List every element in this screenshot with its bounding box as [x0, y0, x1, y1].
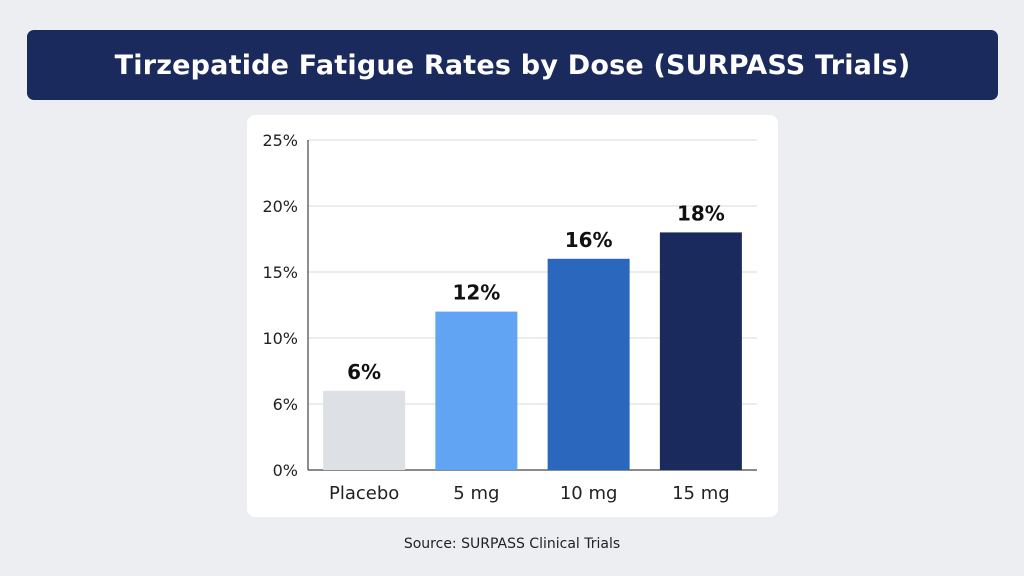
data-label: 6%: [347, 360, 381, 384]
y-tick-label: 6%: [273, 395, 298, 414]
chart-title: Tirzepatide Fatigue Rates by Dose (SURPA…: [114, 49, 911, 81]
title-banner: Tirzepatide Fatigue Rates by Dose (SURPA…: [27, 30, 998, 100]
chart-card: 0% 6% 10% 15% 20% 25% 6% Placebo 12% 5 mg 16% 10 mg…: [247, 115, 778, 517]
data-label: 16%: [565, 228, 613, 252]
data-label: 12%: [452, 281, 500, 305]
y-tick-label: 15%: [262, 263, 298, 282]
x-tick-label: Placebo: [329, 483, 399, 504]
bar-5mg: [435, 311, 518, 470]
source-note: Source: SURPASS Clinical Trials: [403, 536, 621, 552]
y-tick-label: 0%: [273, 461, 298, 480]
bar-placebo: [323, 390, 406, 470]
bar-15mg: [659, 232, 742, 470]
bar-chart: 0% 6% 10% 15% 20% 25% 6% Placebo 12% 5 mg 16% 10 mg…: [262, 131, 757, 504]
bar-10mg: [547, 258, 630, 470]
y-tick-label: 10%: [262, 329, 298, 348]
x-tick-label: 15 mg: [672, 483, 730, 504]
x-tick-label: 5 mg: [453, 483, 499, 504]
y-tick-label: 25%: [262, 131, 298, 150]
data-label: 18%: [677, 201, 725, 225]
y-tick-label: 20%: [262, 197, 298, 216]
x-tick-label: 10 mg: [560, 483, 618, 504]
